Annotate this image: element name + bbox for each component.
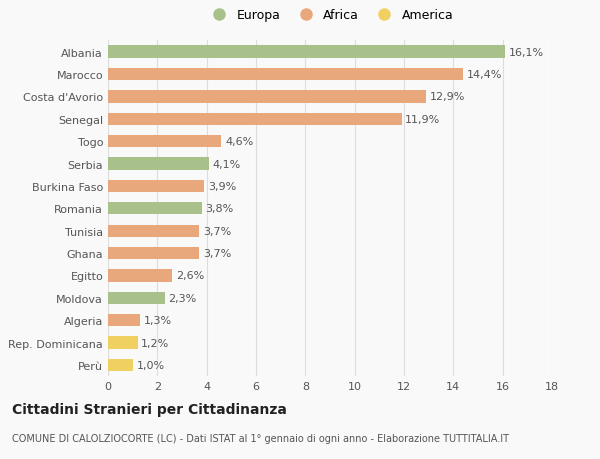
- Text: COMUNE DI CALOLZIOCORTE (LC) - Dati ISTAT al 1° gennaio di ogni anno - Elaborazi: COMUNE DI CALOLZIOCORTE (LC) - Dati ISTA…: [12, 433, 509, 442]
- Bar: [108, 292, 165, 304]
- Legend: Europa, Africa, America: Europa, Africa, America: [202, 4, 458, 27]
- Text: Cittadini Stranieri per Cittadinanza: Cittadini Stranieri per Cittadinanza: [12, 402, 287, 416]
- Bar: [108, 359, 133, 371]
- Text: 4,6%: 4,6%: [225, 137, 253, 147]
- Text: 14,4%: 14,4%: [467, 70, 502, 80]
- Bar: [108, 91, 426, 103]
- Bar: [108, 225, 199, 237]
- Text: 1,2%: 1,2%: [142, 338, 170, 348]
- Bar: [108, 158, 209, 170]
- Bar: [108, 113, 401, 126]
- Text: 2,6%: 2,6%: [176, 271, 204, 281]
- Bar: [108, 69, 463, 81]
- Bar: [108, 180, 204, 193]
- Text: 4,1%: 4,1%: [213, 159, 241, 169]
- Text: 3,7%: 3,7%: [203, 226, 231, 236]
- Text: 3,8%: 3,8%: [205, 204, 233, 214]
- Text: 12,9%: 12,9%: [430, 92, 465, 102]
- Bar: [108, 247, 199, 260]
- Bar: [108, 136, 221, 148]
- Bar: [108, 314, 140, 327]
- Text: 2,3%: 2,3%: [169, 293, 197, 303]
- Text: 1,0%: 1,0%: [136, 360, 164, 370]
- Text: 11,9%: 11,9%: [405, 114, 440, 124]
- Bar: [108, 337, 137, 349]
- Bar: [108, 270, 172, 282]
- Bar: [108, 203, 202, 215]
- Text: 16,1%: 16,1%: [509, 47, 544, 57]
- Bar: [108, 46, 505, 59]
- Text: 1,3%: 1,3%: [144, 315, 172, 325]
- Text: 3,7%: 3,7%: [203, 248, 231, 258]
- Text: 3,9%: 3,9%: [208, 181, 236, 191]
